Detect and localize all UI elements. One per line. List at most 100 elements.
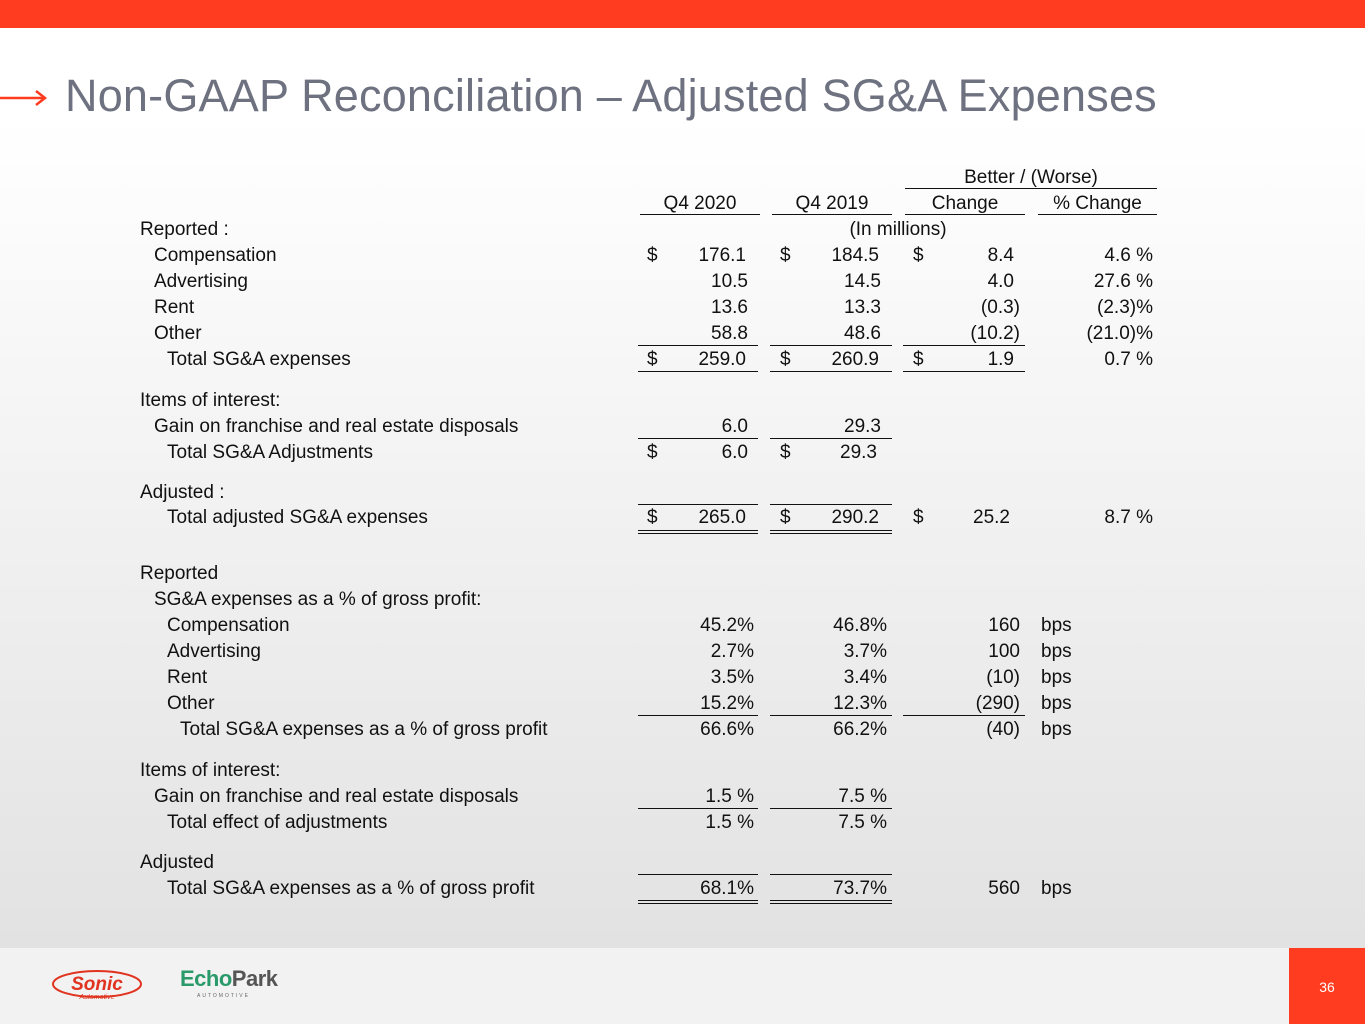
cell-change: 25.2 <box>973 507 1010 528</box>
cell-q4-2020: 68.1% <box>700 878 754 899</box>
bps-unit: bps <box>1041 878 1072 899</box>
cell-q4-2020: 45.2% <box>700 615 754 636</box>
cell-q4-2020: 66.6% <box>700 719 754 740</box>
header-pct-change: % Change <box>1053 193 1142 214</box>
row-label: Rent <box>154 297 195 318</box>
cell-q4-2019: 29.3 <box>844 416 881 437</box>
rule <box>638 715 758 716</box>
currency-symbol: $ <box>780 349 791 370</box>
cell-pct-change: 0.7 % <box>1104 349 1153 370</box>
bps-unit: bps <box>1041 615 1072 636</box>
currency-symbol: $ <box>780 442 791 463</box>
cell-q4-2020: 6.0 <box>721 416 748 437</box>
cell-change: 100 <box>988 641 1020 662</box>
cell-q4-2020: 15.2% <box>700 693 754 714</box>
row-label: Compensation <box>167 615 290 636</box>
currency-symbol: $ <box>647 442 658 463</box>
cell-q4-2019: 14.5 <box>844 271 881 292</box>
section2-adjusted-heading: Adjusted <box>140 852 214 873</box>
row-label: Gain on franchise and real estate dispos… <box>154 786 519 807</box>
cell-change: 560 <box>988 878 1020 899</box>
rule <box>770 715 892 716</box>
currency-symbol: $ <box>647 349 658 370</box>
cell-change: (290) <box>975 693 1020 714</box>
rule <box>638 808 758 809</box>
cell-q4-2019: 3.7% <box>843 641 887 662</box>
cell-q4-2020: 259.0 <box>698 349 746 370</box>
header-q4-2019: Q4 2019 <box>795 193 869 214</box>
page-number-box: 36 <box>1289 948 1365 1024</box>
rule <box>1038 214 1157 215</box>
currency-symbol: $ <box>780 507 791 528</box>
rule <box>770 371 892 372</box>
currency-symbol: $ <box>780 245 791 266</box>
section2-items-heading: Items of interest: <box>140 760 281 781</box>
cell-change: 160 <box>988 615 1020 636</box>
cell-pct-change: 8.7 % <box>1104 507 1153 528</box>
rule <box>770 438 892 439</box>
row-label: Gain on franchise and real estate dispos… <box>154 416 519 437</box>
cell-q4-2019: 184.5 <box>831 245 879 266</box>
bps-unit: bps <box>1041 719 1072 740</box>
rule <box>770 504 892 505</box>
currency-symbol: $ <box>913 349 924 370</box>
rule <box>905 188 1157 189</box>
cell-q4-2020: 1.5 % <box>705 812 754 833</box>
cell-q4-2019: 7.5 % <box>838 786 887 807</box>
cell-q4-2020: 3.5% <box>710 667 754 688</box>
cell-change: (10) <box>986 667 1020 688</box>
row-label: Other <box>167 693 215 714</box>
section1-reported-heading: Reported : <box>140 219 229 240</box>
reconciliation-table: Better / (Worse) Q4 2020 Q4 2019 Change … <box>140 167 1157 904</box>
rule <box>903 345 1025 346</box>
bps-unit: bps <box>1041 693 1072 714</box>
cell-pct-change: (2.3)% <box>1097 297 1153 318</box>
cell-pct-change: (21.0)% <box>1086 323 1153 344</box>
rule <box>905 214 1025 215</box>
cell-q4-2019: 290.2 <box>831 507 879 528</box>
cell-q4-2020: 176.1 <box>698 245 746 266</box>
section2-subheading: SG&A expenses as a % of gross profit: <box>154 589 482 610</box>
cell-q4-2020: 10.5 <box>711 271 748 292</box>
cell-q4-2019: 73.7% <box>833 878 887 899</box>
footer <box>0 948 1365 1024</box>
row-label: Other <box>154 323 202 344</box>
echopark-subtext: AUTOMOTIVE <box>197 993 250 999</box>
cell-q4-2019: 260.9 <box>831 349 879 370</box>
cell-q4-2020: 1.5 % <box>705 786 754 807</box>
rule <box>638 438 758 439</box>
cell-q4-2019: 66.2% <box>833 719 887 740</box>
rule <box>770 345 892 346</box>
slide-background <box>0 28 1365 948</box>
cell-q4-2019: 7.5 % <box>838 812 887 833</box>
double-rule <box>638 900 758 904</box>
header-q4-2020: Q4 2020 <box>663 193 737 214</box>
row-label: Rent <box>167 667 208 688</box>
bps-unit: bps <box>1041 667 1072 688</box>
currency-symbol: $ <box>647 507 658 528</box>
section1-adjusted-heading: Adjusted : <box>140 482 225 503</box>
cell-change: (10.2) <box>970 323 1020 344</box>
cell-q4-2020: 2.7% <box>710 641 754 662</box>
bps-unit: bps <box>1041 641 1072 662</box>
double-rule <box>770 900 892 904</box>
section2-reported-heading: Reported <box>140 563 219 584</box>
cell-q4-2019: 3.4% <box>843 667 887 688</box>
rule <box>903 371 1025 372</box>
row-label: Total SG&A expenses as a % of gross prof… <box>167 878 535 899</box>
currency-symbol: $ <box>647 245 658 266</box>
row-label: Total adjusted SG&A expenses <box>167 507 428 528</box>
double-rule <box>638 530 758 534</box>
cell-q4-2020: 6.0 <box>721 442 748 463</box>
header-change: Change <box>931 193 999 214</box>
row-label: Advertising <box>154 271 248 292</box>
cell-q4-2019: 29.3 <box>840 442 877 463</box>
cell-change: (40) <box>986 719 1020 740</box>
rule <box>770 874 892 875</box>
slide-title: Non-GAAP Reconciliation – Adjusted SG&A … <box>65 70 1157 121</box>
top-accent-bar <box>0 0 1365 28</box>
sonic-automotive-logo: Sonic Automotive <box>52 970 142 1001</box>
rule <box>638 345 758 346</box>
rule <box>640 214 760 215</box>
rule <box>770 808 892 809</box>
